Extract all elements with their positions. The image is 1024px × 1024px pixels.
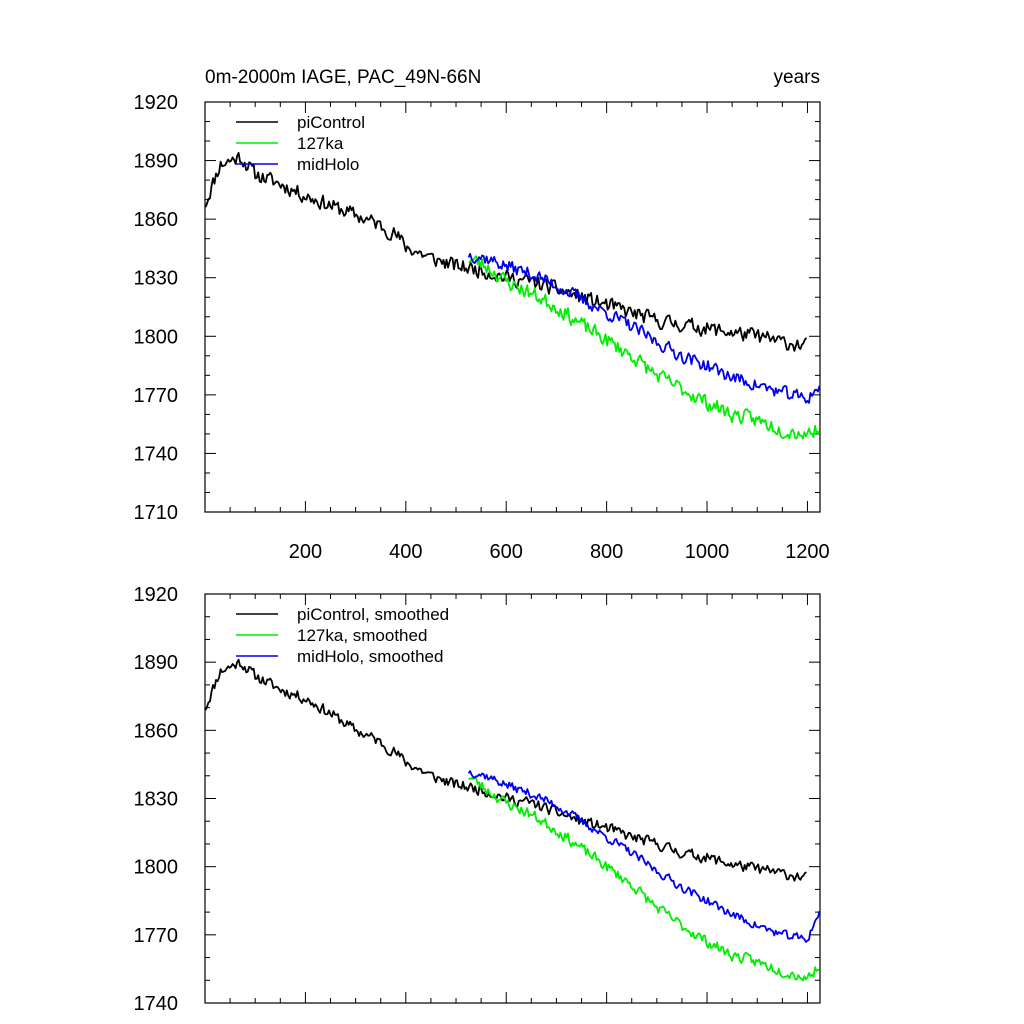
bottom-ytick-label: 1830 [134,789,179,811]
bottom-series-line-3 [467,770,821,943]
bottom-ytick-label: 1800 [134,857,179,879]
bottom-series-line-1 [204,658,807,882]
bottom-series-group [204,658,821,982]
top-ytick-label: 1710 [134,502,179,524]
bottom-ytick-label: 1740 [134,993,179,1015]
bottom-ytick-label: 1920 [134,584,179,606]
top-xtick-label: 600 [490,541,523,563]
bottom-legend: piControl, smoothed 127ka, smoothed midHol… [236,605,449,666]
top-title-left: 0m-2000m IAGE, PAC_49N-66N [205,67,481,88]
top-ytick-label: 1860 [134,209,179,231]
bottom-tick-group: 1740 1770 1800 1830 1860 1890 1920 [134,584,820,1015]
top-plot-frame [204,101,821,513]
top-title-right: years [774,67,820,88]
top-series-line-2 [468,255,821,440]
top-ytick-label: 1770 [134,385,179,407]
bottom-legend-label-2: 127ka, smoothed [297,626,427,645]
top-legend-label-1: piControl [297,113,365,132]
top-xtick-label: 1000 [685,541,730,563]
top-xtick-label: 800 [590,541,623,563]
top-ytick-label: 1830 [134,268,179,290]
bottom-panel: 1740 1770 1800 1830 1860 1890 1920 piControl, … [134,584,821,1015]
bottom-series-line-2 [468,776,820,982]
top-ytick-label: 1800 [134,326,179,348]
bottom-ytick-label: 1860 [134,720,179,742]
top-series-line-3 [467,252,821,404]
bottom-ytick-label: 1890 [134,652,179,674]
top-legend-label-3: midHolo [297,155,359,174]
top-xtick-label: 400 [389,541,422,563]
top-legend: piControl 127ka midHolo [236,113,365,174]
top-series-group [204,151,821,440]
top-ytick-label: 1890 [134,151,179,173]
top-panel: 1710 1740 1770 1800 1830 1860 1890 1920 200 400 60… [134,67,830,563]
top-tick-group: 1710 1740 1770 1800 1830 1860 1890 1920 200 400 60… [134,92,830,563]
top-xtick-label: 1200 [785,541,830,563]
top-series-line-1 [204,151,808,352]
top-ytick-label: 1920 [134,92,179,114]
bottom-ytick-label: 1770 [134,925,179,947]
top-xtick-label: 200 [289,541,322,563]
bottom-legend-label-3: midHolo, smoothed [297,647,443,666]
bottom-legend-label-1: piControl, smoothed [297,605,449,624]
top-legend-label-2: 127ka [297,134,344,153]
top-ytick-label: 1740 [134,443,179,465]
